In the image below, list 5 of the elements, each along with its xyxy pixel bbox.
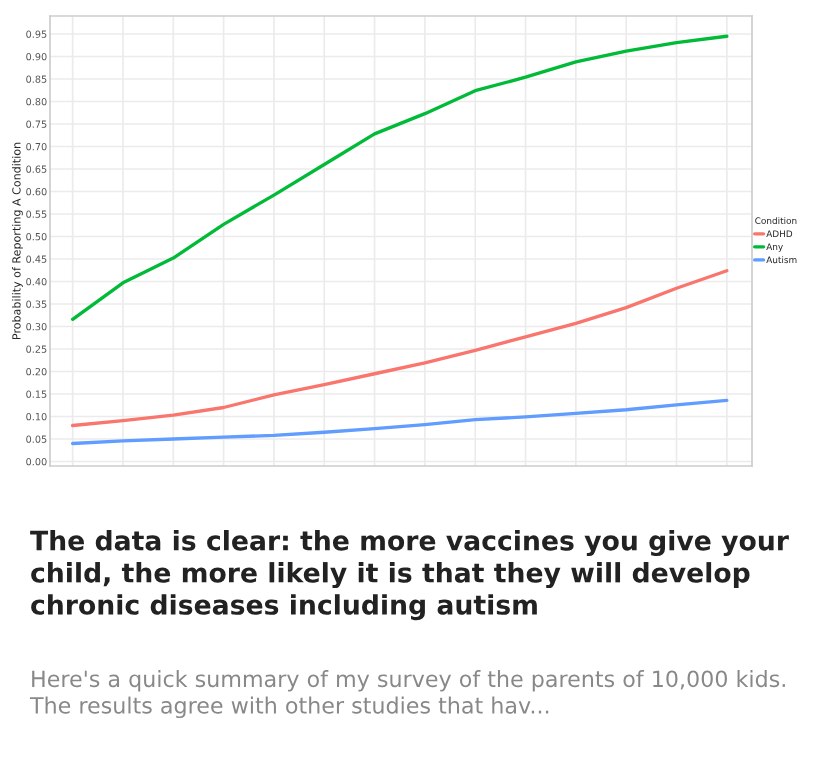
text: Here's a quick summary of my survey of the parents of 10,000 kids. The results agree with other studies that hav... xyxy=(29,670,785,719)
line-series xyxy=(70,269,729,428)
line-series xyxy=(70,34,729,321)
text: The data is clear: the more vaccines you give your child, the more likely it is that they will develop chronic diseases including autism xyxy=(30,530,789,621)
line-series xyxy=(70,398,729,446)
